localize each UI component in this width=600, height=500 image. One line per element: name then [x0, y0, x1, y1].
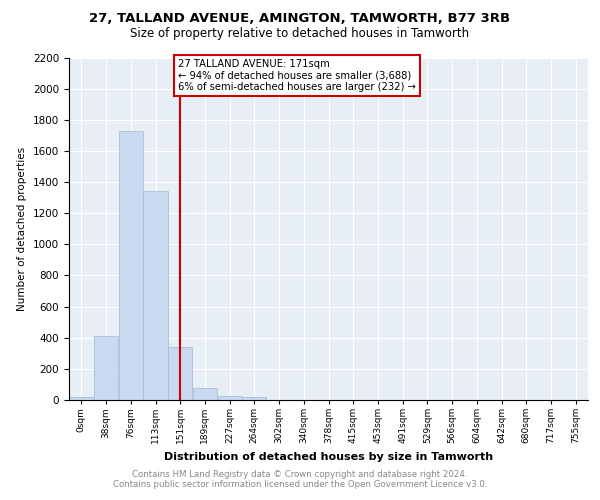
- Bar: [119, 130, 143, 400]
- Bar: [168, 347, 193, 400]
- Text: 27 TALLAND AVENUE: 171sqm
← 94% of detached houses are smaller (3,688)
6% of sem: 27 TALLAND AVENUE: 171sqm ← 94% of detac…: [178, 59, 416, 92]
- Text: Size of property relative to detached houses in Tamworth: Size of property relative to detached ho…: [130, 28, 470, 40]
- Text: Contains HM Land Registry data © Crown copyright and database right 2024.
Contai: Contains HM Land Registry data © Crown c…: [113, 470, 487, 489]
- Bar: [94, 336, 118, 400]
- Text: 27, TALLAND AVENUE, AMINGTON, TAMWORTH, B77 3RB: 27, TALLAND AVENUE, AMINGTON, TAMWORTH, …: [89, 12, 511, 26]
- Bar: [69, 397, 94, 400]
- Bar: [218, 396, 242, 400]
- Bar: [242, 397, 266, 400]
- X-axis label: Distribution of detached houses by size in Tamworth: Distribution of detached houses by size …: [164, 452, 493, 462]
- Bar: [143, 192, 167, 400]
- Y-axis label: Number of detached properties: Number of detached properties: [17, 146, 28, 311]
- Bar: [193, 388, 217, 400]
